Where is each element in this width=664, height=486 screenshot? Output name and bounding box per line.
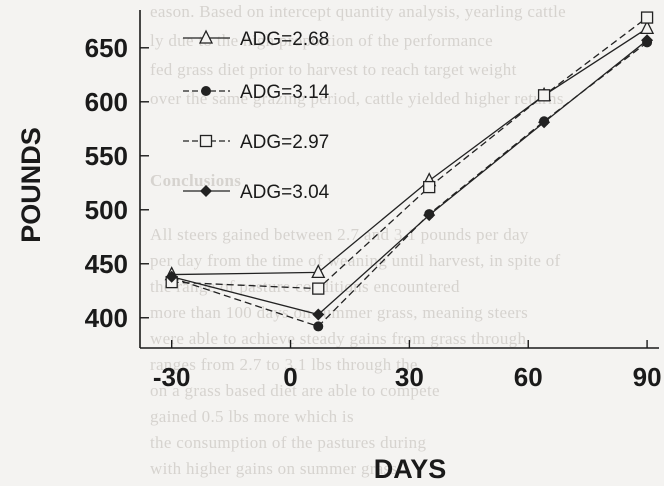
legend-item: ADG=3.14 [183,82,330,103]
series-4 [165,34,654,321]
data-point [312,308,325,321]
legend-label: ADG=3.14 [240,82,330,103]
x-tick-label: 90 [633,362,662,392]
y-tick-label: 600 [85,87,128,117]
legend-marker [199,134,213,148]
x-tick-label: -30 [153,362,191,392]
y-tick-label: 450 [85,249,128,279]
series-3 [165,11,654,295]
chart-axes: 400 450 500 550 600 650 -30 0 30 60 90 [85,10,662,392]
y-tick-label: 650 [85,33,128,63]
legend-label: ADG=2.97 [240,132,329,153]
legend-marker [201,86,211,96]
y-tick-label: 500 [85,195,128,225]
chart-series [164,11,655,332]
y-axis-title: POUNDS [16,127,46,243]
legend-marker [200,185,212,197]
data-point [641,34,654,47]
data-point [423,180,436,194]
chart-legend: ADG=2.68 ADG=3.14 ADG=2.97 ADG=3.04 [183,29,330,203]
x-tick-label: 0 [283,362,297,392]
data-point [538,116,551,129]
data-point [640,11,654,24]
legend-label: ADG=2.68 [240,29,329,50]
x-tick-label: 30 [395,362,424,392]
data-point [165,270,178,283]
legend-label: ADG=3.04 [240,182,330,203]
series-1 [164,19,655,281]
legend-marker [198,29,214,44]
legend-item: ADG=3.04 [183,182,330,203]
data-point [537,89,551,102]
x-axis-title: DAYS [374,454,447,484]
y-tick-label: 550 [85,141,128,171]
data-point [640,19,655,35]
y-tick-label: 400 [85,303,128,333]
legend-item: ADG=2.68 [183,29,329,50]
x-tick-label: 60 [514,362,543,392]
data-point [423,209,436,222]
data-point [313,321,324,332]
data-point [312,282,325,295]
series-line [171,17,648,290]
legend-item: ADG=2.97 [183,132,329,153]
data-point [311,263,326,279]
